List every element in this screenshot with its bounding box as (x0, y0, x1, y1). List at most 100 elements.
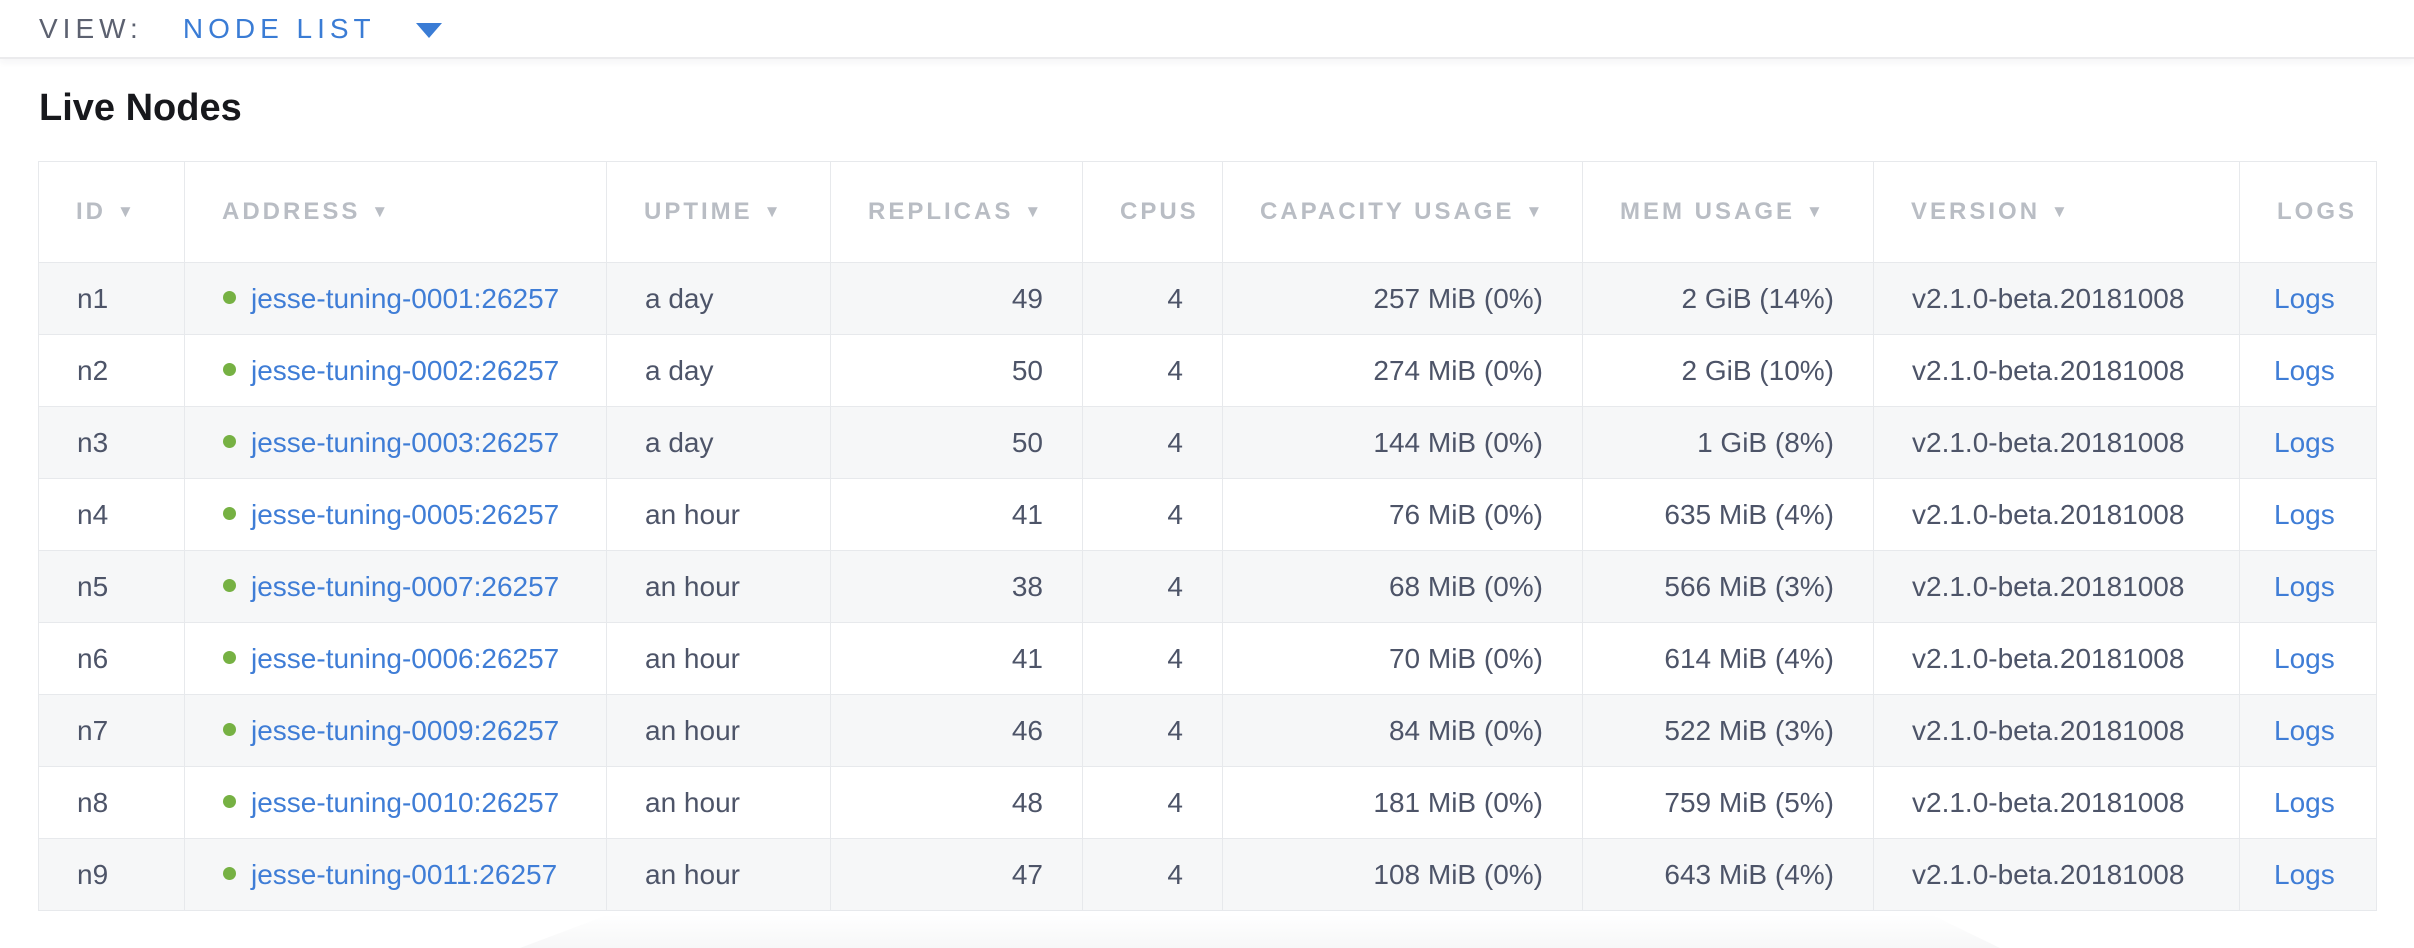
node-list-dropdown-value: NODE LIST (182, 12, 376, 44)
node-healthy-status-icon (223, 722, 236, 736)
column-header-label: REPLICAS (868, 198, 1014, 225)
node-address-link[interactable]: jesse-tuning-0005:26257 (251, 498, 560, 530)
replicas-cell: 48 (830, 766, 1083, 839)
logs-link[interactable]: Logs (2274, 570, 2335, 602)
version-cell: v2.1.0-beta.20181008 (1873, 550, 2240, 623)
sort-desc-icon: ▼ (117, 202, 134, 221)
address-cell: jesse-tuning-0009:26257 (184, 694, 607, 767)
logs-link[interactable]: Logs (2274, 282, 2335, 314)
id-cell: n2 (38, 334, 185, 407)
logs-link[interactable]: Logs (2274, 786, 2335, 818)
address-cell: jesse-tuning-0011:26257 (184, 838, 607, 911)
node-address-link[interactable]: jesse-tuning-0007:26257 (251, 570, 560, 602)
column-header-address[interactable]: ADDRESS ▼ (184, 161, 607, 263)
mem-cell: 522 MiB (3%) (1582, 694, 1874, 767)
logs-cell: Logs (2239, 406, 2377, 479)
column-header-label: VERSION (1911, 198, 2041, 225)
node-healthy-status-icon (223, 578, 236, 592)
replicas-cell: 50 (830, 334, 1083, 407)
logs-link[interactable]: Logs (2274, 858, 2335, 890)
node-address-link[interactable]: jesse-tuning-0010:26257 (251, 786, 560, 818)
capacity-cell: 257 MiB (0%) (1222, 262, 1583, 335)
node-address-link[interactable]: jesse-tuning-0002:26257 (251, 354, 560, 386)
column-header-cpus: CPUS (1082, 161, 1223, 263)
cpus-cell: 4 (1082, 334, 1223, 407)
node-address-link[interactable]: jesse-tuning-0003:26257 (251, 426, 560, 458)
replicas-cell: 50 (830, 406, 1083, 479)
uptime-cell: an hour (606, 550, 831, 623)
background-watermark (520, 914, 2000, 948)
capacity-cell: 274 MiB (0%) (1222, 334, 1583, 407)
logs-cell: Logs (2239, 334, 2377, 407)
mem-cell: 2 GiB (14%) (1582, 262, 1874, 335)
sort-desc-icon: ▼ (2051, 202, 2068, 221)
column-header-mem[interactable]: MEM USAGE ▼ (1582, 161, 1874, 263)
table-row: n5 jesse-tuning-0007:26257 an hour 38 4 68 Mi… (38, 550, 2377, 623)
table-row: n2 jesse-tuning-0002:26257 a day 50 4 274 MiB… (38, 334, 2377, 407)
uptime-cell: an hour (606, 766, 831, 839)
cpus-cell: 4 (1082, 838, 1223, 911)
logs-link[interactable]: Logs (2274, 426, 2335, 458)
node-address-link[interactable]: jesse-tuning-0011:26257 (251, 858, 558, 890)
node-address-link[interactable]: jesse-tuning-0006:26257 (251, 642, 560, 674)
capacity-cell: 68 MiB (0%) (1222, 550, 1583, 623)
logs-link[interactable]: Logs (2274, 354, 2335, 386)
id-cell: n8 (38, 766, 185, 839)
id-cell: n9 (38, 838, 185, 911)
id-cell: n1 (38, 262, 185, 335)
version-cell: v2.1.0-beta.20181008 (1873, 334, 2240, 407)
sort-desc-icon: ▼ (763, 202, 781, 221)
sort-desc-icon: ▼ (1525, 202, 1543, 221)
column-header-version[interactable]: VERSION ▼ (1873, 161, 2240, 263)
address-cell: jesse-tuning-0005:26257 (184, 478, 607, 551)
mem-cell: 635 MiB (4%) (1582, 478, 1874, 551)
uptime-cell: a day (606, 262, 831, 335)
node-healthy-status-icon (223, 434, 236, 448)
node-address-link[interactable]: jesse-tuning-0001:26257 (251, 282, 560, 314)
node-list-dropdown[interactable]: NODE LIST (183, 13, 442, 45)
chevron-down-icon (415, 22, 442, 38)
node-healthy-status-icon (223, 362, 236, 376)
mem-cell: 566 MiB (3%) (1582, 550, 1874, 623)
logs-link[interactable]: Logs (2274, 642, 2335, 674)
id-cell: n7 (38, 694, 185, 767)
column-header-replicas[interactable]: REPLICAS ▼ (830, 161, 1083, 263)
address-cell: jesse-tuning-0002:26257 (184, 334, 607, 407)
cpus-cell: 4 (1082, 478, 1223, 551)
version-cell: v2.1.0-beta.20181008 (1873, 478, 2240, 551)
column-header-label: UPTIME (644, 198, 753, 225)
logs-cell: Logs (2239, 262, 2377, 335)
replicas-cell: 41 (830, 478, 1083, 551)
cpus-cell: 4 (1082, 622, 1223, 695)
cpus-cell: 4 (1082, 262, 1223, 335)
logs-link[interactable]: Logs (2274, 498, 2335, 530)
page-title: Live Nodes (39, 87, 242, 129)
uptime-cell: a day (606, 406, 831, 479)
column-header-capacity[interactable]: CAPACITY USAGE ▼ (1222, 161, 1583, 263)
capacity-cell: 108 MiB (0%) (1222, 838, 1583, 911)
sort-desc-icon: ▼ (1806, 202, 1823, 221)
column-header-label: ADDRESS (222, 198, 361, 225)
mem-cell: 759 MiB (5%) (1582, 766, 1874, 839)
column-header-logs: LOGS (2239, 161, 2377, 263)
column-header-uptime[interactable]: UPTIME ▼ (606, 161, 831, 263)
table-row: n9 jesse-tuning-0011:26257 an hour 47 4 108 M… (38, 838, 2377, 911)
table-row: n4 jesse-tuning-0005:26257 an hour 41 4 76 Mi… (38, 478, 2377, 551)
column-header-label: CAPACITY USAGE (1260, 198, 1515, 225)
node-address-link[interactable]: jesse-tuning-0009:26257 (251, 714, 560, 746)
version-cell: v2.1.0-beta.20181008 (1873, 622, 2240, 695)
capacity-cell: 84 MiB (0%) (1222, 694, 1583, 767)
uptime-cell: a day (606, 334, 831, 407)
table-row: n1 jesse-tuning-0001:26257 a day 49 4 257 MiB… (38, 262, 2377, 335)
address-cell: jesse-tuning-0010:26257 (184, 766, 607, 839)
replicas-cell: 46 (830, 694, 1083, 767)
mem-cell: 2 GiB (10%) (1582, 334, 1874, 407)
column-header-label: LOGS (2277, 198, 2358, 225)
column-header-id[interactable]: ID ▼ (38, 161, 185, 263)
cpus-cell: 4 (1082, 550, 1223, 623)
address-cell: jesse-tuning-0006:26257 (184, 622, 607, 695)
id-cell: n4 (38, 478, 185, 551)
live-nodes-table-container: ID ▼ ADDRESS ▼ UPTIME ▼ REPLICAS ▼ CPUS CAPACITY … (38, 161, 2377, 911)
logs-link[interactable]: Logs (2274, 714, 2335, 746)
column-header-label: MEM USAGE (1620, 198, 1796, 225)
